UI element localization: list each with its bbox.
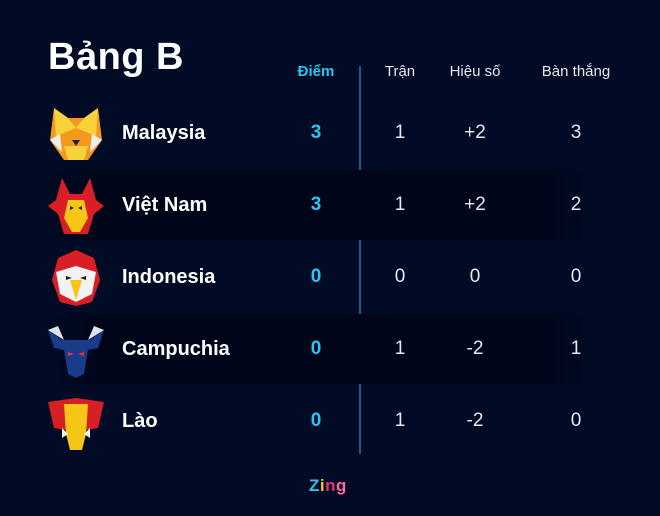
table-row: Campuchia 0 1 -2 1 (0, 314, 660, 384)
cell-goals-for: 3 (570, 122, 582, 143)
eagle-mascot-icon (52, 250, 100, 306)
team-name: Malaysia (122, 122, 206, 144)
team-name: Việt Nam (122, 194, 208, 216)
table-row: Malaysia 3 1 +2 3 (0, 98, 660, 168)
cell-played: 0 (394, 266, 406, 287)
cell-goals-for: 0 (570, 410, 582, 431)
cell-points: 3 (310, 122, 322, 143)
cell-points: 3 (310, 194, 322, 215)
column-divider (359, 66, 361, 454)
table-row: Lào 0 1 -2 0 (0, 386, 660, 456)
cell-played: 1 (394, 194, 406, 215)
tiger-mascot-icon (50, 108, 102, 160)
zing-logo: Zing (309, 476, 347, 495)
dragon-mascot-icon (48, 178, 104, 234)
cell-goal-diff: -2 (466, 338, 484, 359)
cell-goal-diff: 0 (469, 266, 481, 287)
table-row: Indonesia 0 0 0 0 (0, 242, 660, 312)
buffalo-mascot-icon (48, 326, 104, 378)
header-goals-for: Bàn thắng (541, 63, 611, 80)
cell-played: 1 (394, 122, 406, 143)
cell-points: 0 (310, 410, 322, 431)
team-name: Indonesia (122, 266, 216, 288)
cell-points: 0 (310, 338, 322, 359)
cell-played: 1 (394, 410, 406, 431)
header-points: Điểm (297, 63, 335, 80)
cell-played: 1 (394, 338, 406, 359)
team-name: Campuchia (122, 338, 230, 360)
cell-goal-diff: -2 (466, 410, 484, 431)
cell-goal-diff: +2 (464, 194, 486, 215)
cell-goals-for: 1 (570, 338, 582, 359)
cell-goals-for: 0 (570, 266, 582, 287)
team-name: Lào (122, 410, 158, 432)
header-goal-diff: Hiệu số (449, 63, 501, 80)
table-row: Việt Nam 3 1 +2 2 (0, 170, 660, 240)
header-played: Trận (384, 63, 416, 80)
cell-goals-for: 2 (570, 194, 582, 215)
cell-points: 0 (310, 266, 322, 287)
page-title: Bảng B (48, 36, 184, 78)
elephant-mascot-icon (48, 398, 104, 450)
cell-goal-diff: +2 (464, 122, 486, 143)
